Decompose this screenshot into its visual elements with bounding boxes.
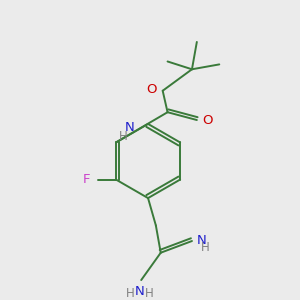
Text: N: N <box>125 121 135 134</box>
Text: H: H <box>145 287 153 300</box>
Text: N: N <box>197 233 207 247</box>
Text: N: N <box>134 285 144 298</box>
Text: O: O <box>203 115 213 128</box>
Text: H: H <box>201 241 210 254</box>
Text: O: O <box>146 83 157 96</box>
Text: F: F <box>83 173 91 186</box>
Text: H: H <box>126 287 135 300</box>
Text: H: H <box>119 130 128 142</box>
